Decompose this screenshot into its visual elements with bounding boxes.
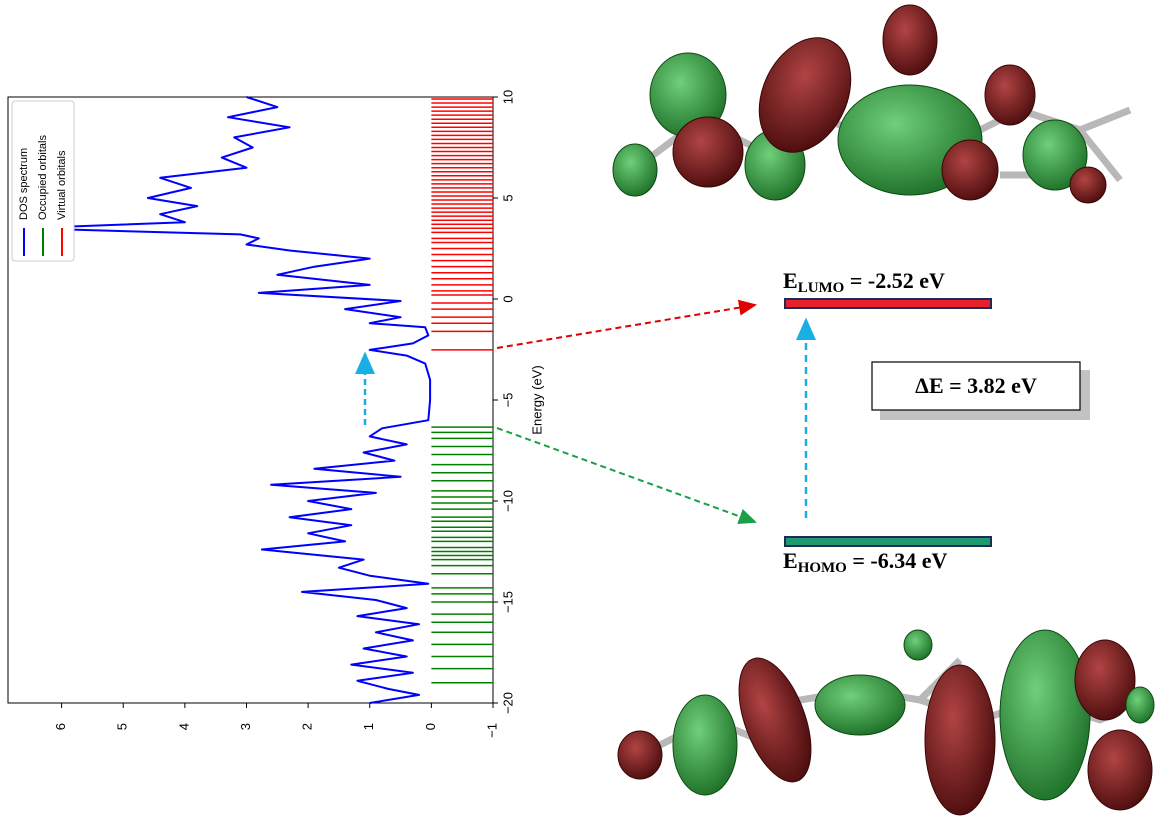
lumo-link-arrow xyxy=(497,305,755,348)
homo-label: EHOMO = -6.34 eV xyxy=(783,548,947,576)
x-axis-label: Energy (eV) xyxy=(529,365,544,434)
homo-symbol: E xyxy=(783,548,798,573)
lumo-subscript: LUMO xyxy=(798,280,845,296)
figure: Energy (eV) −20−15−10−50510−10123456DOS … xyxy=(0,0,1155,816)
y-tick-label: −1 xyxy=(484,723,499,738)
legend-label: DOS spectrum xyxy=(18,148,30,220)
y-tick-label: 5 xyxy=(115,723,130,730)
lumo-level xyxy=(785,299,991,308)
homo-link-arrow xyxy=(497,428,755,522)
legend-label: Virtual orbitals xyxy=(56,150,68,220)
homo-subscript: HOMO xyxy=(798,560,847,576)
x-tick-label: −5 xyxy=(500,393,515,408)
homo-value: = -6.34 eV xyxy=(847,548,948,573)
page: Energy (eV) −20−15−10−50510−10123456DOS … xyxy=(0,0,1155,816)
lumo-label: ELUMO = -2.52 eV xyxy=(783,268,945,296)
dos-chart: Energy (eV) −20−15−10−50510−10123456DOS … xyxy=(8,90,544,738)
lumo-value: = -2.52 eV xyxy=(844,268,945,293)
y-tick-label: 2 xyxy=(300,723,315,730)
plot-frame xyxy=(8,97,493,703)
y-tick-label: 3 xyxy=(238,723,253,730)
homo-orbital-image xyxy=(618,630,1154,815)
dos-line xyxy=(25,97,431,703)
x-tick-label: 10 xyxy=(500,90,515,104)
energy-diagram: ELUMO = -2.52 eV EHOMO = -6.34 eV ΔE = 3… xyxy=(365,268,1090,576)
y-tick-label: 0 xyxy=(423,723,438,730)
legend-label: Occupied orbitals xyxy=(37,135,49,220)
lumo-orbital-image xyxy=(613,5,1130,203)
x-tick-label: −15 xyxy=(500,591,515,613)
x-tick-label: −20 xyxy=(500,692,515,714)
x-tick-label: 0 xyxy=(500,295,515,302)
homo-level xyxy=(785,537,991,546)
y-tick-label: 4 xyxy=(176,723,191,730)
x-tick-label: −10 xyxy=(500,490,515,512)
y-tick-label: 6 xyxy=(53,723,68,730)
x-tick-label: 5 xyxy=(500,194,515,201)
lumo-symbol: E xyxy=(783,268,798,293)
gap-label: ΔE = 3.82 eV xyxy=(915,373,1037,398)
y-tick-label: 1 xyxy=(361,723,376,730)
